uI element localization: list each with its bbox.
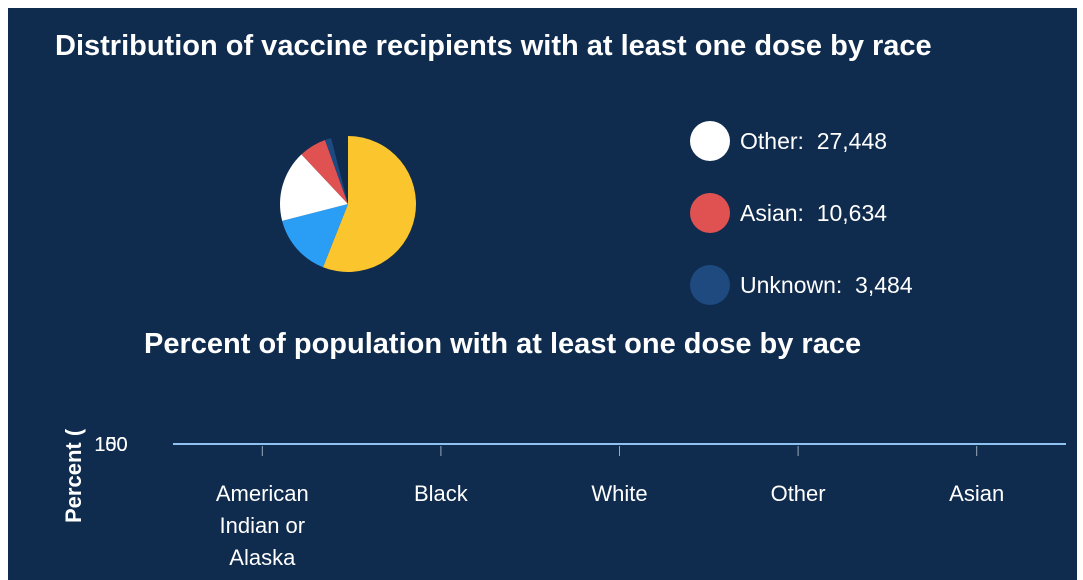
- x-tick-label: American Indian or Alaska: [216, 481, 309, 570]
- pie-slice: [324, 138, 348, 204]
- legend-item: Other: 27,448: [690, 105, 913, 177]
- pie-slice: [280, 154, 348, 221]
- x-tick-label: White: [591, 481, 647, 506]
- y-axis-label: Percent (: [61, 428, 86, 523]
- x-tick-label: Asian: [949, 481, 1004, 506]
- legend-swatch: [690, 265, 730, 305]
- chart-panel: Distribution of vaccine recipients with …: [8, 8, 1077, 580]
- pie-slice: [282, 204, 348, 268]
- y-tick-label: 100: [94, 434, 127, 456]
- pie-slice: [301, 140, 348, 204]
- legend-label: Asian: 10,634: [740, 199, 888, 226]
- legend-swatch: [690, 193, 730, 233]
- y-tick-label: 150: [94, 434, 127, 456]
- x-tick-label: Black: [414, 481, 469, 506]
- pie-legend: Other: 27,448 Asian: 10,634 Unknown: 3,484: [690, 105, 913, 321]
- legend-item: Unknown: 3,484: [690, 249, 913, 321]
- x-tick-label: Other: [771, 481, 826, 506]
- bar-chart-title: Percent of population with at least one …: [144, 328, 862, 360]
- pie-slice: [322, 136, 417, 272]
- legend-label: Unknown: 3,484: [740, 271, 913, 298]
- legend-item: Asian: 10,634: [690, 177, 913, 249]
- legend-swatch: [690, 121, 730, 161]
- pie-chart: [280, 136, 417, 272]
- pie-chart-title: Distribution of vaccine recipients with …: [55, 30, 932, 62]
- legend-label: Other: 27,448: [740, 127, 888, 154]
